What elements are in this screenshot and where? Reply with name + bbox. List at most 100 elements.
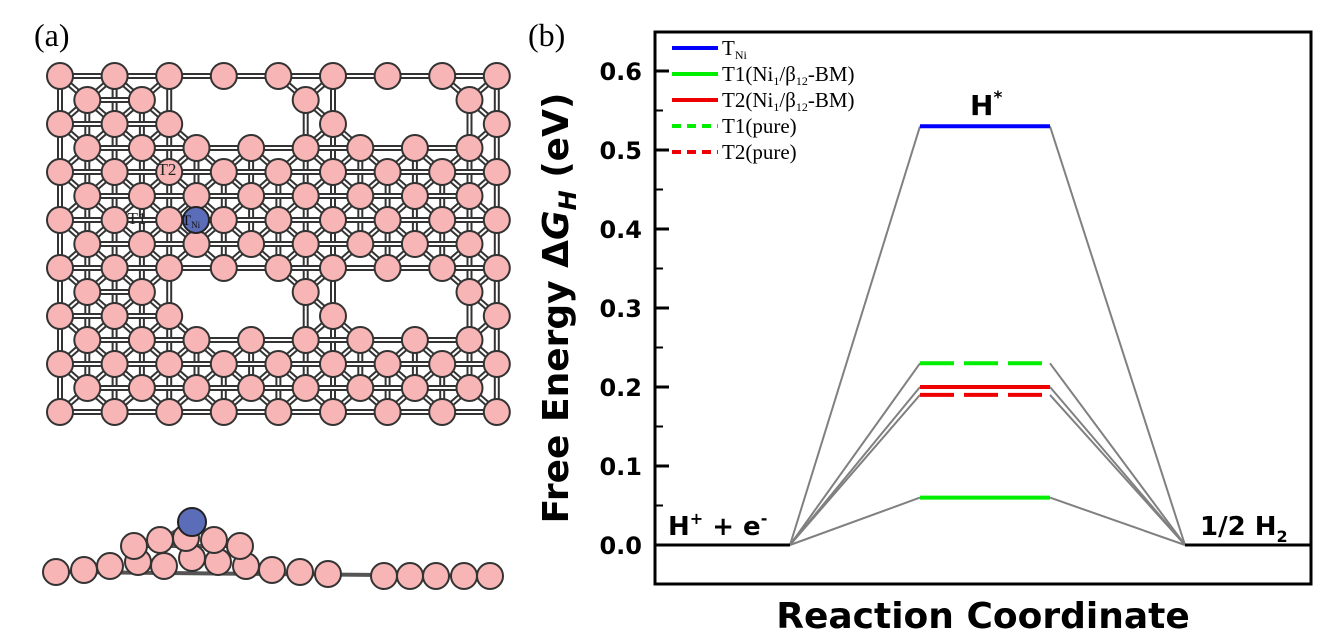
panel-a-label: (a) <box>34 17 70 53</box>
boron-atom-side <box>450 562 478 590</box>
boron-atom <box>400 182 429 210</box>
boron-atom <box>319 350 347 378</box>
boron-atom <box>373 254 402 282</box>
state-label-middle: H* <box>970 88 1002 122</box>
legend-text: /β <box>779 88 796 112</box>
y-tick-label: 0.6 <box>599 58 642 86</box>
boron-atom-side <box>286 558 314 586</box>
boron-atom <box>237 134 266 162</box>
legend-sub: 12 <box>796 74 808 88</box>
boron-atom <box>455 182 484 210</box>
boron-atom <box>482 110 511 138</box>
boron-atom <box>155 110 184 138</box>
boron-atom <box>127 326 156 354</box>
boron-atom <box>264 350 293 378</box>
connector-line <box>1049 125 1186 546</box>
boron-atom <box>100 158 129 186</box>
legend-label: TNi <box>722 36 747 62</box>
energy-levels <box>655 124 1311 547</box>
y-tick-label: 0.4 <box>599 216 642 244</box>
boron-atom <box>73 374 102 402</box>
site-t2-label: T2 <box>158 160 177 179</box>
boron-atom <box>400 134 429 162</box>
legend-label: T1(pure) <box>722 114 797 138</box>
boron-atom <box>73 230 102 258</box>
boron-atom <box>482 158 511 186</box>
boron-atom <box>155 158 184 186</box>
y-tick-label: 0.3 <box>599 295 642 323</box>
boron-atom <box>155 302 184 330</box>
boron-atom <box>127 230 156 258</box>
boron-atom <box>209 206 238 234</box>
energy-chart: 0.00.10.20.30.40.50.6 TNiT1(Ni1/β12-BM)T… <box>536 30 1313 637</box>
boron-atom-side <box>422 562 450 590</box>
y-tick-label: 0.0 <box>599 532 642 560</box>
boron-atom <box>373 350 402 378</box>
legend: TNiT1(Ni1/β12-BM)T2(Ni1/β12-BM)T1(pure)T… <box>672 36 855 164</box>
boron-atom <box>73 134 102 162</box>
boron-atom-side <box>200 526 228 554</box>
boron-atom <box>319 206 347 234</box>
boron-atom <box>182 134 211 162</box>
boron-atom <box>182 374 211 402</box>
boron-atom <box>209 158 238 186</box>
boron-atom <box>346 182 375 210</box>
boron-atom-side <box>396 562 424 590</box>
boron-atom <box>482 254 511 282</box>
boron-atom <box>237 230 266 258</box>
boron-atom <box>428 350 457 378</box>
legend-sub: Ni <box>735 48 748 62</box>
boron-atom <box>182 182 211 210</box>
boron-atom <box>291 230 320 258</box>
boron-atom <box>46 110 74 138</box>
boron-atom-side <box>150 552 178 580</box>
connector-line <box>789 126 921 546</box>
boron-atom <box>155 254 184 282</box>
site-tni-label: TNi <box>182 213 201 230</box>
boron-atom <box>100 110 129 138</box>
legend-sub: 1 <box>773 74 779 88</box>
boron-atom <box>428 206 457 234</box>
boron-atom <box>291 374 320 402</box>
boron-atom <box>455 326 484 354</box>
boron-atom <box>373 158 402 186</box>
boron-atom <box>400 374 429 402</box>
boron-atom <box>100 350 129 378</box>
connector-line <box>1049 394 1186 546</box>
boron-atom <box>291 326 320 354</box>
boron-atom <box>346 374 375 402</box>
boron-atom <box>291 278 320 306</box>
boron-atom <box>264 206 293 234</box>
boron-atom <box>237 326 266 354</box>
boron-atom <box>46 350 74 378</box>
site-tni-main: T <box>182 213 191 229</box>
boron-atom <box>182 326 211 354</box>
boron-atom <box>46 62 74 90</box>
boron-atom <box>428 62 457 90</box>
boron-atom <box>127 374 156 402</box>
boron-atom <box>482 62 511 90</box>
legend-text: T1(pure) <box>722 114 797 138</box>
y-tick-label: 0.1 <box>599 453 642 481</box>
state-label-final: 1/2 H2 <box>1200 512 1288 546</box>
boron-atom <box>155 62 184 90</box>
legend-label: T2(pure) <box>722 140 797 164</box>
boron-atom <box>100 206 129 234</box>
boron-atom <box>291 86 320 114</box>
boron-atom <box>428 398 457 426</box>
borophene-side-view <box>42 507 504 590</box>
boron-atom <box>100 398 129 426</box>
boron-atom <box>373 62 402 90</box>
boron-atom <box>155 206 184 234</box>
boron-atom <box>155 398 184 426</box>
boron-atom-side <box>120 532 148 560</box>
boron-atom-side <box>314 560 342 588</box>
boron-atom <box>100 62 129 90</box>
connector-line <box>789 362 921 546</box>
boron-atom-side <box>146 526 174 554</box>
y-axis-title: Free Energy ΔGH (eV) <box>536 93 582 524</box>
boron-atom <box>237 374 266 402</box>
borophene-top-view <box>46 62 511 426</box>
legend-text: T2(pure) <box>722 140 797 164</box>
boron-atom-side <box>70 556 98 584</box>
